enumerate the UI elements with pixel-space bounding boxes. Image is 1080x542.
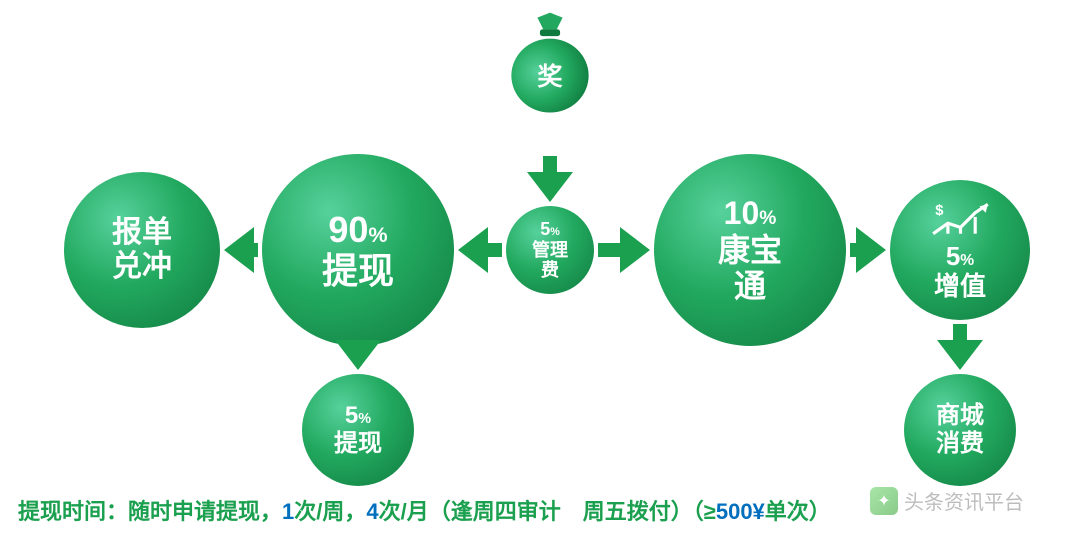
caption-part: 单次） (765, 499, 831, 524)
node-kbt10: 10%康宝通 (654, 154, 846, 346)
node-text: 兑冲 (112, 250, 172, 285)
node-text: 10% (724, 195, 777, 232)
node-text: 5% (540, 219, 560, 240)
node-withdraw90: 90%提现 (262, 154, 454, 346)
watermark: ✦ 头条资讯平台 (870, 486, 1024, 515)
node-text: 康宝 (718, 232, 782, 269)
node-text: 提现 (334, 430, 382, 458)
node-text: 通 (734, 268, 766, 305)
caption-part: 提现时间：随时申请提现， (18, 499, 282, 524)
node-mall: 商城消费 (904, 374, 1016, 486)
node-baodan: 报单兑冲 (64, 172, 220, 328)
caption-part: 次/月（逢周四审计 周五拨付）（≥ (379, 499, 716, 524)
watermark-label: 头条资讯平台 (904, 486, 1024, 515)
node-withdraw5: 5%提现 (302, 374, 414, 486)
reward-bag-icon: 奖 (508, 6, 592, 120)
wechat-icon: ✦ (870, 487, 898, 515)
node-fee5: 5%管理费 (506, 206, 594, 294)
node-text: 5% (345, 402, 371, 430)
node-text: 商城 (936, 402, 984, 430)
svg-text:奖: 奖 (537, 62, 563, 91)
caption-part: 4 (366, 499, 378, 524)
caption-part: 500¥ (716, 499, 765, 524)
caption-part: 次/周， (294, 499, 366, 524)
svg-text:$: $ (935, 203, 943, 219)
node-text: 提现 (322, 250, 394, 291)
node-text: 5% (946, 242, 974, 272)
node-text: 增值 (934, 272, 986, 302)
caption: 提现时间：随时申请提现，1次/周，4次/月（逢周四审计 周五拨付）（≥500¥单… (18, 494, 831, 526)
node-text: 管理 (532, 240, 568, 261)
node-text: 费 (541, 260, 559, 281)
node-text: 90% (328, 209, 387, 250)
node-text: 报单 (112, 216, 172, 251)
node-growth5: $ 5%增值 (890, 180, 1030, 320)
caption-part: 1 (282, 499, 294, 524)
node-text: 消费 (936, 430, 984, 458)
